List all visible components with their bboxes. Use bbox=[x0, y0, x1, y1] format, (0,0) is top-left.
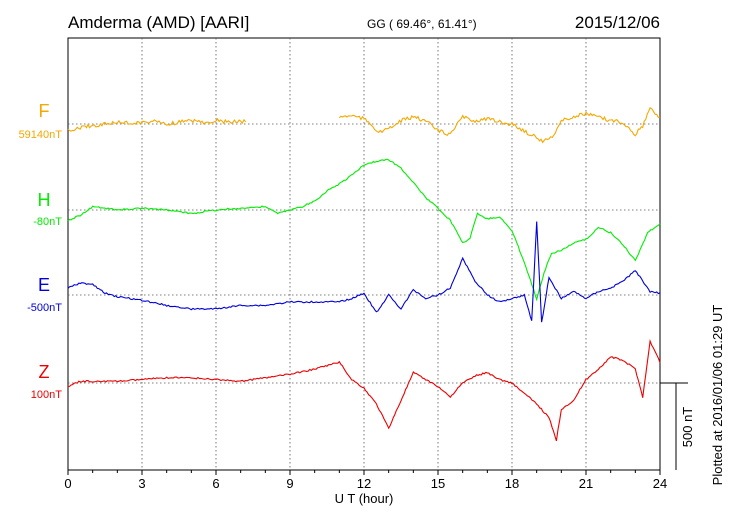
x-tick-label: 0 bbox=[64, 476, 71, 491]
series-name-f: F bbox=[39, 101, 50, 121]
baseline-lines bbox=[68, 123, 660, 384]
trace-h bbox=[67, 158, 661, 302]
x-tick-label: 6 bbox=[212, 476, 219, 491]
x-axis-label: U T (hour) bbox=[335, 491, 394, 506]
x-tick-label: 24 bbox=[653, 476, 667, 491]
plotted-note: Plotted at 2016/01/06 01:29 UT bbox=[710, 305, 725, 486]
trace-z bbox=[67, 338, 661, 442]
x-tick-label: 15 bbox=[431, 476, 445, 491]
station-title: Amderma (AMD) [AARI] bbox=[68, 13, 249, 32]
series-traces bbox=[67, 107, 661, 442]
series-baseline-h: -80nT bbox=[33, 216, 62, 228]
x-tick-label: 12 bbox=[357, 476, 371, 491]
station-coordinates: GG ( 69.46°, 61.41°) bbox=[367, 17, 477, 31]
x-tick-label: 3 bbox=[138, 476, 145, 491]
series-name-h: H bbox=[38, 190, 51, 210]
scale-bar-label: 500 nT bbox=[680, 407, 695, 448]
grid-lines bbox=[141, 38, 587, 470]
scale-bar: 500 nT bbox=[660, 382, 695, 470]
x-tick-label: 18 bbox=[505, 476, 519, 491]
series-baseline-f: 59140nT bbox=[19, 129, 63, 141]
series-labels: F 59140nT H -80nT E -500nT Z 100nT bbox=[19, 101, 63, 401]
series-name-z: Z bbox=[39, 362, 50, 382]
x-tick-label: 21 bbox=[579, 476, 593, 491]
series-name-e: E bbox=[38, 275, 50, 295]
x-tick-label: 9 bbox=[286, 476, 293, 491]
x-axis-ticks: 0 3 6 9 12 15 18 21 24 bbox=[64, 470, 667, 491]
series-baseline-e: -500nT bbox=[27, 302, 62, 314]
trace-f bbox=[67, 107, 661, 144]
trace-e bbox=[67, 221, 661, 323]
plot-date: 2015/12/06 bbox=[575, 13, 660, 32]
series-baseline-z: 100nT bbox=[31, 389, 62, 401]
